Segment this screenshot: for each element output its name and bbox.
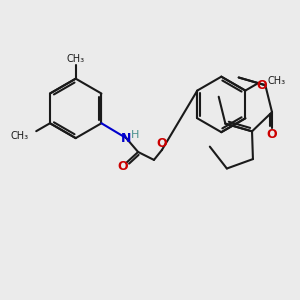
Text: O: O	[256, 79, 267, 92]
Text: N: N	[121, 132, 131, 145]
Text: O: O	[157, 136, 167, 150]
Text: H: H	[131, 130, 139, 140]
Text: CH₃: CH₃	[67, 54, 85, 64]
Text: CH₃: CH₃	[10, 131, 28, 141]
Text: O: O	[117, 160, 128, 173]
Text: CH₃: CH₃	[267, 76, 285, 85]
Text: O: O	[267, 128, 277, 141]
